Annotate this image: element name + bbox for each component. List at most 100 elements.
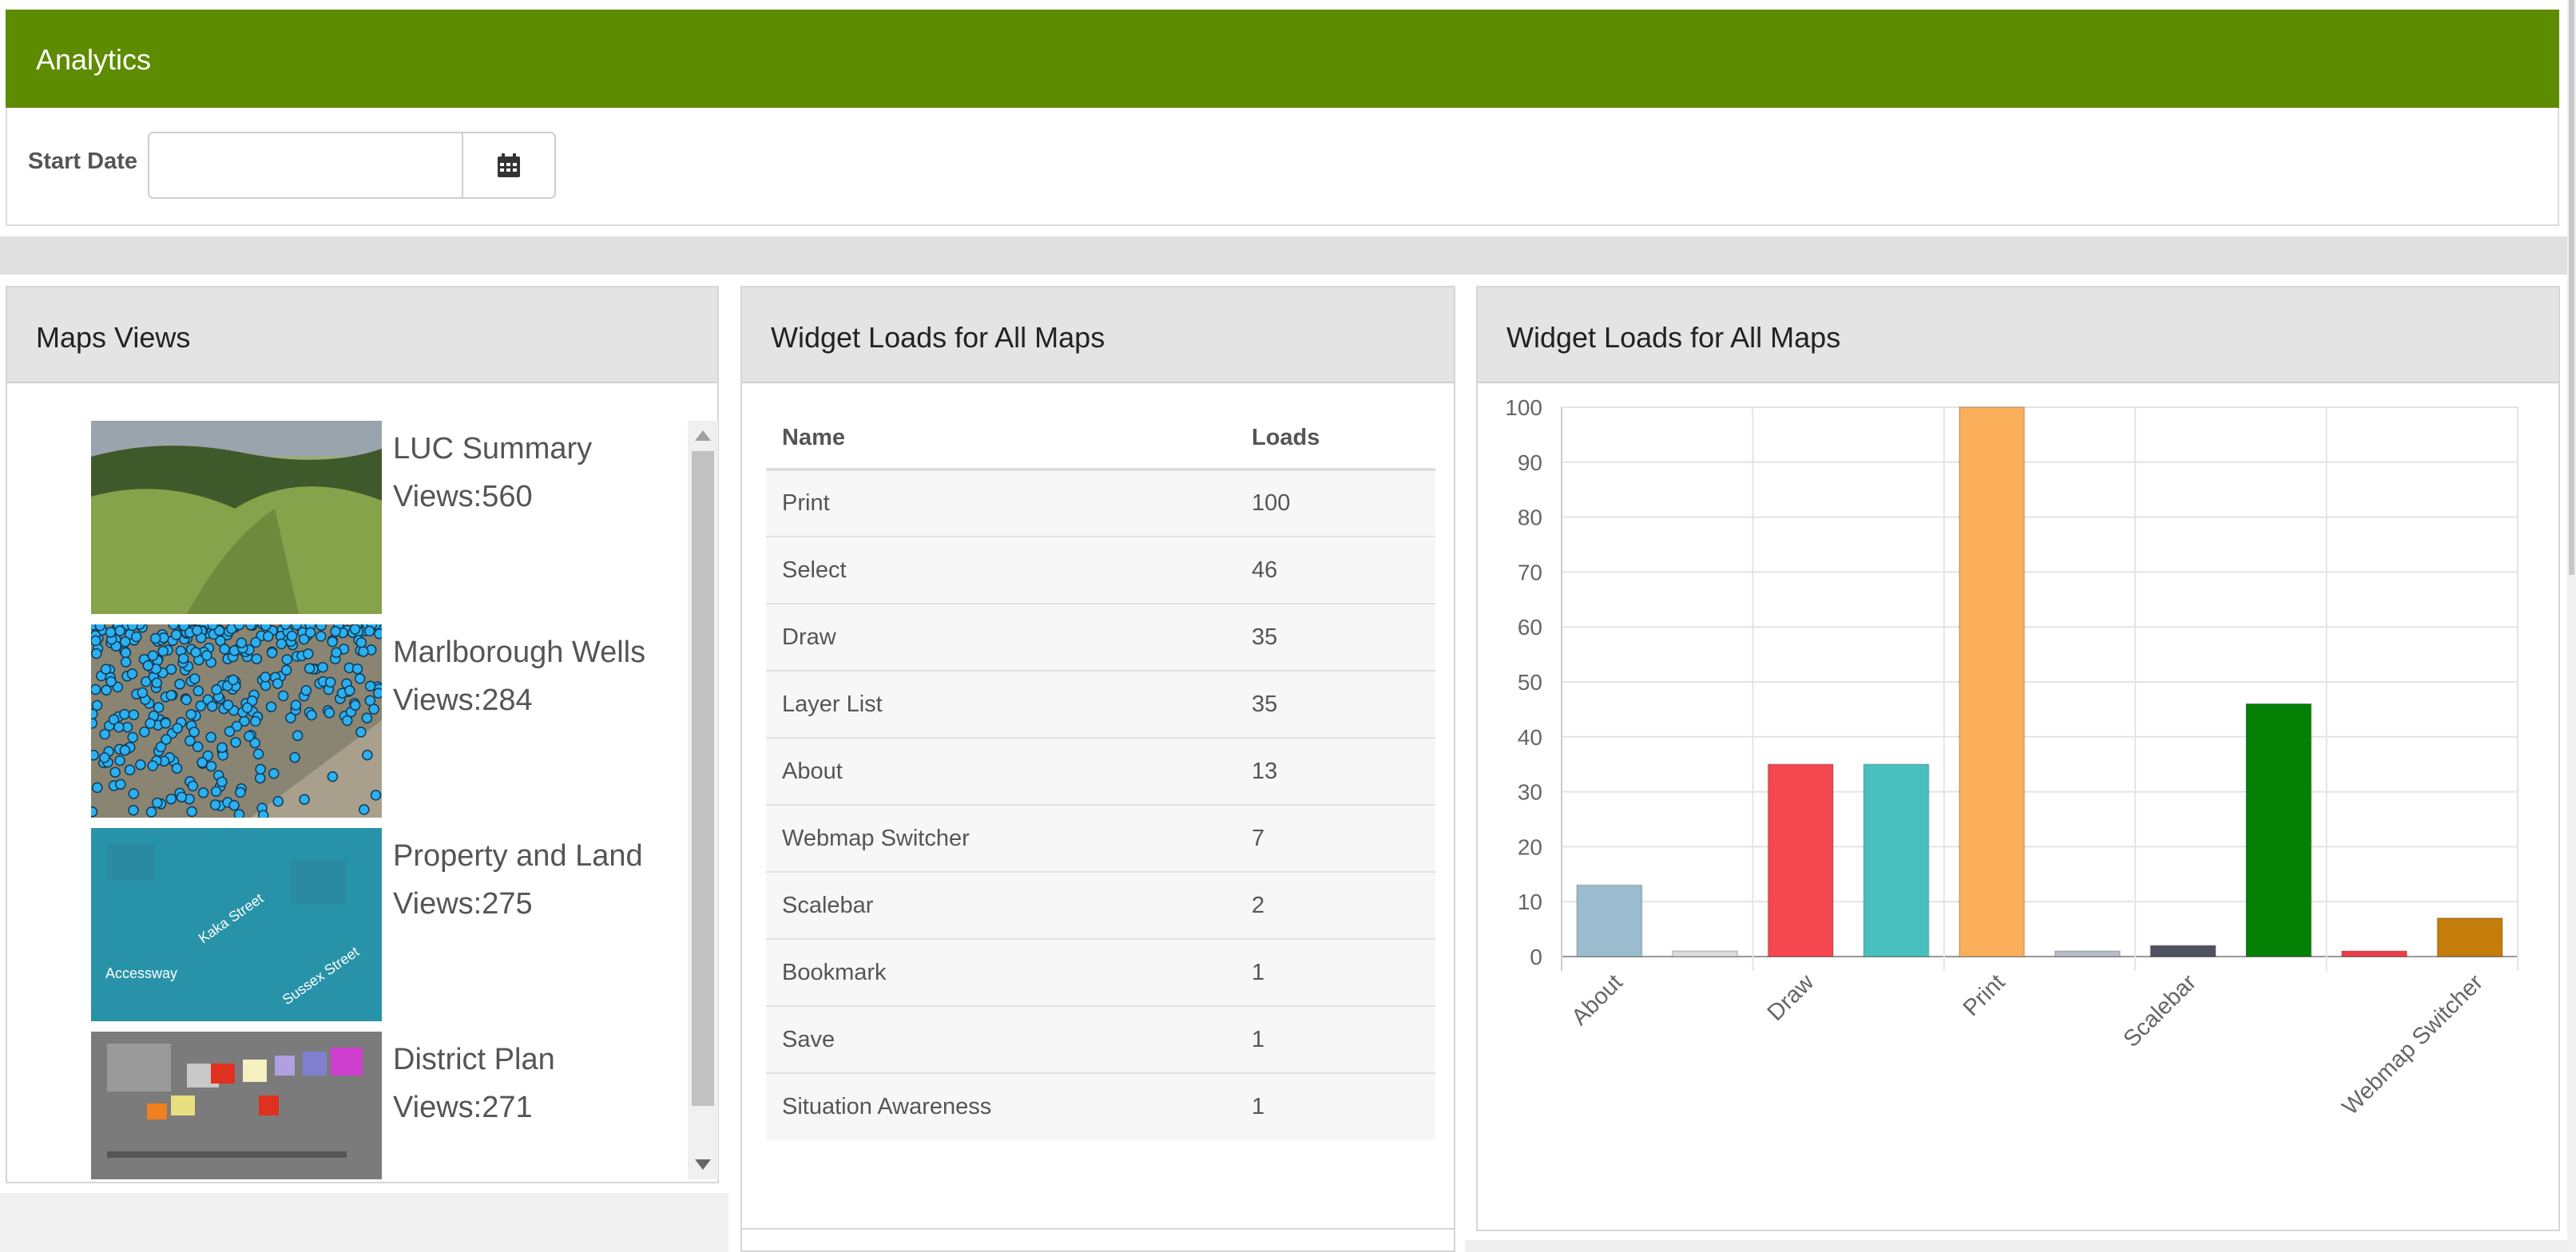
table-row: About 13	[766, 737, 1435, 805]
map-thumbnail[interactable]	[91, 624, 382, 818]
widget-loads-table: Name Loads Print 100 Select 46 Draw 35 Layer L…	[766, 407, 1435, 1140]
widget-name-cell: Print	[766, 469, 1236, 537]
map-views-count: Views:284	[393, 683, 533, 717]
map-views-count: Views:560	[393, 480, 533, 513]
footer-band	[1465, 1240, 2576, 1252]
bar-scalebar	[2149, 945, 2217, 957]
start-date-label: Start Date	[28, 149, 137, 174]
widget-name-cell: Layer List	[766, 670, 1236, 738]
widget-name-cell: Save	[766, 1005, 1236, 1073]
y-tick-label: 100	[1505, 395, 1542, 420]
bar-about	[1576, 884, 1643, 957]
x-tick-label: Scalebar	[2118, 969, 2201, 1052]
y-tick-label: 70	[1518, 560, 1542, 584]
map-item-marlborough-wells[interactable]: Marlborough Wells Views:284	[91, 624, 682, 818]
x-tick-label: Draw	[1763, 969, 1820, 1026]
y-tick-label: 0	[1530, 945, 1542, 969]
bar-save	[2054, 950, 2122, 957]
bar-print	[1958, 406, 2026, 957]
map-name[interactable]: LUC Summary	[393, 432, 593, 466]
widget-loads-cell: 2	[1236, 871, 1435, 939]
widget-name-cell: Draw	[766, 603, 1236, 671]
widget-loads-cell: 13	[1236, 737, 1435, 805]
bar-webmap-switcher	[2436, 917, 2503, 958]
map-item-luc-summary[interactable]: LUC Summary Views:560	[91, 421, 682, 614]
widget-loads-cell: 1	[1236, 938, 1435, 1006]
bar-draw	[1767, 763, 1834, 958]
widget-name-cell: Bookmark	[766, 938, 1236, 1006]
widget-name-cell: Webmap Switcher	[766, 804, 1236, 872]
table-row: Bookmark 1	[766, 938, 1435, 1006]
panel-header: Maps Views	[7, 287, 717, 383]
app-header: Analytics	[6, 10, 2559, 108]
map-thumbnail[interactable]	[91, 1032, 382, 1179]
table-header-row: Name Loads	[766, 407, 1435, 471]
widget-name-cell: Situation Awareness	[766, 1072, 1236, 1140]
map-views-count: Views:275	[393, 887, 533, 921]
y-tick-label: 60	[1518, 615, 1542, 640]
x-tick-label: About	[1567, 969, 1628, 1030]
map-list-scrollbar[interactable]	[688, 421, 718, 1179]
panel-header: Widget Loads for All Maps	[1478, 287, 2558, 383]
calendar-button[interactable]	[462, 132, 556, 199]
panel-header: Widget Loads for All Maps	[742, 287, 1454, 383]
panel-title: Maps Views	[36, 321, 191, 354]
map-thumbnail[interactable]: Kaka Street Accessway Sussex Street	[91, 828, 382, 1021]
x-tick-label: Print	[1959, 969, 2010, 1021]
maps-views-panel: Maps Views LUC Summary Views:560	[6, 286, 719, 1183]
widget-loads-cell: 35	[1236, 670, 1435, 738]
date-filter-panel: Start Date	[6, 108, 2559, 226]
widget-loads-cell: 46	[1236, 536, 1435, 604]
y-tick-label: 80	[1518, 505, 1542, 530]
widget-name-cell: Select	[766, 536, 1236, 604]
table-row: Webmap Switcher 7	[766, 804, 1435, 872]
y-tick-label: 20	[1518, 834, 1542, 859]
y-tick-label: 90	[1518, 450, 1542, 475]
x-tick-label: Webmap Switcher	[2337, 969, 2488, 1120]
bar-layer-list	[1863, 763, 1930, 958]
map-name[interactable]: Marlborough Wells	[393, 636, 646, 669]
panel-title: Widget Loads for All Maps	[1506, 321, 1841, 354]
table-row: Scalebar 2	[766, 871, 1435, 939]
page-title: Analytics	[36, 43, 152, 76]
map-item-district-plan[interactable]: District Plan Views:271	[91, 1032, 682, 1179]
scroll-up-arrow-icon[interactable]	[695, 430, 711, 441]
scrollbar-thumb[interactable]	[692, 451, 714, 1106]
bar-situation-awareness	[2340, 950, 2408, 957]
street-label: Accessway	[105, 965, 177, 981]
widget-loads-cell: 1	[1236, 1005, 1435, 1073]
column-header-loads[interactable]: Loads	[1236, 407, 1435, 471]
table-row: Save 1	[766, 1005, 1435, 1073]
panel-title: Widget Loads for All Maps	[771, 321, 1105, 354]
widget-loads-cell: 35	[1236, 603, 1435, 671]
table-row: Draw 35	[766, 603, 1435, 671]
y-tick-label: 10	[1518, 889, 1542, 914]
section-divider	[0, 236, 2576, 275]
map-views-count: Views:271	[393, 1091, 533, 1124]
widget-loads-table-panel: Widget Loads for All Maps Name Loads Pri…	[740, 286, 1455, 1252]
column-header-name[interactable]: Name	[766, 407, 1236, 471]
widget-loads-bar-chart: 0 10 20 30 40 50 60 70 80 90 100 About Draw Print Scal…	[1505, 395, 2518, 1120]
y-tick-label: 50	[1518, 670, 1542, 695]
map-name[interactable]: District Plan	[393, 1043, 555, 1076]
map-name[interactable]: Property and Land	[393, 839, 643, 873]
widget-loads-cell: 7	[1236, 804, 1435, 872]
scroll-down-arrow-icon[interactable]	[695, 1159, 711, 1170]
table-row: Select 46	[766, 536, 1435, 604]
y-tick-label: 30	[1518, 780, 1542, 805]
widget-name-cell: About	[766, 737, 1236, 805]
widget-loads-cell: 100	[1236, 469, 1435, 537]
y-tick-label: 40	[1518, 725, 1542, 750]
map-item-property-and-land[interactable]: Kaka Street Accessway Sussex Street Prop…	[91, 828, 682, 1021]
widget-loads-cell: 1	[1236, 1072, 1435, 1140]
start-date-input[interactable]	[148, 132, 463, 199]
bar-select	[2245, 703, 2312, 957]
widget-loads-chart-panel: Widget Loads for All Maps 0 10 20 30 40 50 60 7…	[1476, 286, 2560, 1231]
map-thumbnail[interactable]	[91, 421, 382, 614]
calendar-icon	[498, 153, 520, 177]
widget-name-cell: Scalebar	[766, 871, 1236, 939]
map-list: LUC Summary Views:560 Marlborough Wells …	[91, 421, 682, 1179]
page-scrollbar-thumb[interactable]	[2569, 0, 2574, 575]
page-scrollbar[interactable]	[2567, 0, 2576, 1252]
footer-band	[0, 1193, 728, 1252]
